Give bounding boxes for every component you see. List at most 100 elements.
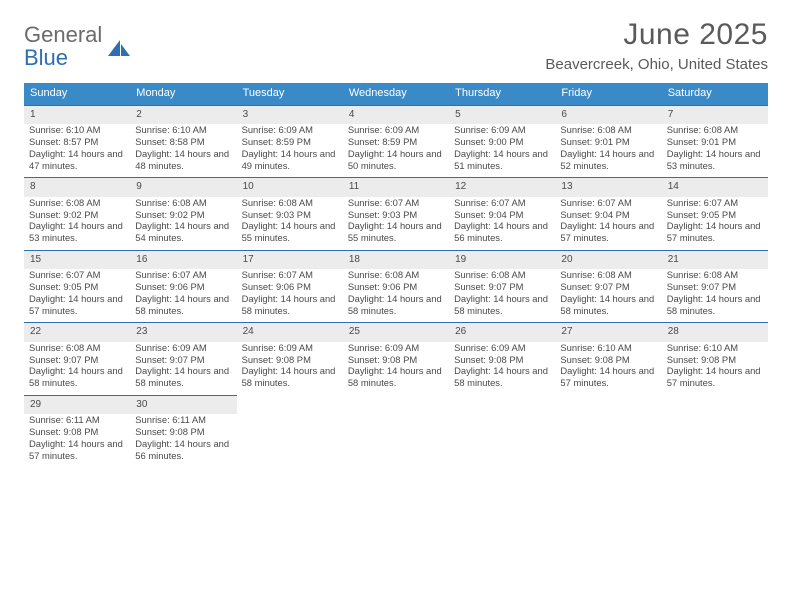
sunrise-line: Sunrise: 6:07 AM: [667, 197, 763, 209]
daylight-line: Daylight: 14 hours and 57 minutes.: [560, 365, 656, 389]
sunset-line: Sunset: 9:01 PM: [667, 136, 763, 148]
sunrise-line: Sunrise: 6:09 AM: [242, 124, 338, 136]
day-body-cell: Sunrise: 6:08 AMSunset: 9:06 PMDaylight:…: [343, 269, 449, 323]
weekday-header: Tuesday: [237, 83, 343, 105]
sunrise-line: Sunrise: 6:08 AM: [348, 269, 444, 281]
day-number-cell: 29: [24, 395, 130, 414]
day-number-cell: 9: [130, 178, 236, 197]
sunrise-line: Sunrise: 6:10 AM: [667, 342, 763, 354]
sunrise-line: Sunrise: 6:08 AM: [135, 197, 231, 209]
sunset-line: Sunset: 9:08 PM: [135, 426, 231, 438]
sunrise-line: Sunrise: 6:07 AM: [560, 197, 656, 209]
sunrise-line: Sunrise: 6:11 AM: [135, 414, 231, 426]
location-label: Beavercreek, Ohio, United States: [545, 56, 768, 73]
day-number-cell: 19: [449, 250, 555, 269]
daylight-line: Daylight: 14 hours and 57 minutes.: [29, 438, 125, 462]
day-body-row: Sunrise: 6:07 AMSunset: 9:05 PMDaylight:…: [24, 269, 768, 323]
sunset-line: Sunset: 9:04 PM: [454, 209, 550, 221]
sunset-line: Sunset: 9:03 PM: [348, 209, 444, 221]
daynum-row: 2930: [24, 395, 768, 414]
day-number-cell: 5: [449, 105, 555, 124]
day-number-cell: [662, 395, 768, 414]
weekday-header: Monday: [130, 83, 236, 105]
day-number-cell: 28: [662, 323, 768, 342]
day-number-cell: 14: [662, 178, 768, 197]
daynum-row: 1234567: [24, 105, 768, 124]
daylight-line: Daylight: 14 hours and 58 minutes.: [348, 293, 444, 317]
day-number-cell: 27: [555, 323, 661, 342]
sunrise-line: Sunrise: 6:08 AM: [667, 269, 763, 281]
daylight-line: Daylight: 14 hours and 47 minutes.: [29, 148, 125, 172]
day-body-cell: Sunrise: 6:10 AMSunset: 8:57 PMDaylight:…: [24, 124, 130, 178]
sunrise-line: Sunrise: 6:10 AM: [560, 342, 656, 354]
day-number-cell: [237, 395, 343, 414]
day-body-cell: Sunrise: 6:09 AMSunset: 9:00 PMDaylight:…: [449, 124, 555, 178]
day-number-cell: 8: [24, 178, 130, 197]
sunset-line: Sunset: 9:05 PM: [667, 209, 763, 221]
day-body-cell: Sunrise: 6:07 AMSunset: 9:06 PMDaylight:…: [237, 269, 343, 323]
day-body-cell: [343, 414, 449, 467]
day-number-cell: 17: [237, 250, 343, 269]
daylight-line: Daylight: 14 hours and 52 minutes.: [560, 148, 656, 172]
sunrise-line: Sunrise: 6:11 AM: [29, 414, 125, 426]
daynum-row: 15161718192021: [24, 250, 768, 269]
sunrise-line: Sunrise: 6:08 AM: [242, 197, 338, 209]
sunset-line: Sunset: 9:06 PM: [135, 281, 231, 293]
day-number-cell: 21: [662, 250, 768, 269]
sunset-line: Sunset: 9:08 PM: [454, 354, 550, 366]
weekday-header: Friday: [555, 83, 661, 105]
daylight-line: Daylight: 14 hours and 58 minutes.: [560, 293, 656, 317]
sunset-line: Sunset: 8:59 PM: [348, 136, 444, 148]
sunset-line: Sunset: 9:03 PM: [242, 209, 338, 221]
weekday-header-row: Sunday Monday Tuesday Wednesday Thursday…: [24, 83, 768, 105]
title-block: June 2025 Beavercreek, Ohio, United Stat…: [545, 18, 768, 73]
sunrise-line: Sunrise: 6:09 AM: [348, 124, 444, 136]
day-body-cell: Sunrise: 6:10 AMSunset: 8:58 PMDaylight:…: [130, 124, 236, 178]
day-number-cell: 24: [237, 323, 343, 342]
sunrise-line: Sunrise: 6:10 AM: [135, 124, 231, 136]
daylight-line: Daylight: 14 hours and 58 minutes.: [135, 365, 231, 389]
daylight-line: Daylight: 14 hours and 56 minutes.: [135, 438, 231, 462]
month-title: June 2025: [545, 18, 768, 52]
day-number-cell: 16: [130, 250, 236, 269]
sunset-line: Sunset: 9:02 PM: [135, 209, 231, 221]
day-body-cell: Sunrise: 6:08 AMSunset: 9:07 PMDaylight:…: [24, 342, 130, 396]
weekday-header: Thursday: [449, 83, 555, 105]
sunrise-line: Sunrise: 6:08 AM: [560, 124, 656, 136]
daylight-line: Daylight: 14 hours and 58 minutes.: [667, 293, 763, 317]
daylight-line: Daylight: 14 hours and 58 minutes.: [454, 293, 550, 317]
sunset-line: Sunset: 9:00 PM: [454, 136, 550, 148]
sunset-line: Sunset: 8:57 PM: [29, 136, 125, 148]
day-body-cell: [237, 414, 343, 467]
day-number-cell: 23: [130, 323, 236, 342]
daylight-line: Daylight: 14 hours and 53 minutes.: [667, 148, 763, 172]
day-number-cell: 2: [130, 105, 236, 124]
daynum-row: 22232425262728: [24, 323, 768, 342]
day-number-cell: 11: [343, 178, 449, 197]
daylight-line: Daylight: 14 hours and 50 minutes.: [348, 148, 444, 172]
day-body-cell: Sunrise: 6:07 AMSunset: 9:03 PMDaylight:…: [343, 197, 449, 251]
day-body-cell: Sunrise: 6:09 AMSunset: 8:59 PMDaylight:…: [343, 124, 449, 178]
daylight-line: Daylight: 14 hours and 58 minutes.: [454, 365, 550, 389]
day-body-cell: Sunrise: 6:09 AMSunset: 9:08 PMDaylight:…: [343, 342, 449, 396]
day-number-cell: 4: [343, 105, 449, 124]
daylight-line: Daylight: 14 hours and 57 minutes.: [560, 220, 656, 244]
sunset-line: Sunset: 8:58 PM: [135, 136, 231, 148]
sunrise-line: Sunrise: 6:08 AM: [560, 269, 656, 281]
sunset-line: Sunset: 9:04 PM: [560, 209, 656, 221]
day-body-row: Sunrise: 6:11 AMSunset: 9:08 PMDaylight:…: [24, 414, 768, 467]
daylight-line: Daylight: 14 hours and 55 minutes.: [242, 220, 338, 244]
weekday-header: Sunday: [24, 83, 130, 105]
sunset-line: Sunset: 9:07 PM: [135, 354, 231, 366]
logo-word2: Blue: [24, 45, 102, 71]
day-body-cell: Sunrise: 6:11 AMSunset: 9:08 PMDaylight:…: [24, 414, 130, 467]
day-number-cell: 1: [24, 105, 130, 124]
day-body-cell: Sunrise: 6:07 AMSunset: 9:04 PMDaylight:…: [555, 197, 661, 251]
sunrise-line: Sunrise: 6:08 AM: [667, 124, 763, 136]
sunset-line: Sunset: 9:06 PM: [348, 281, 444, 293]
daylight-line: Daylight: 14 hours and 58 minutes.: [242, 293, 338, 317]
day-number-cell: [555, 395, 661, 414]
day-body-cell: [555, 414, 661, 467]
day-body-cell: Sunrise: 6:07 AMSunset: 9:05 PMDaylight:…: [662, 197, 768, 251]
sunset-line: Sunset: 9:05 PM: [29, 281, 125, 293]
